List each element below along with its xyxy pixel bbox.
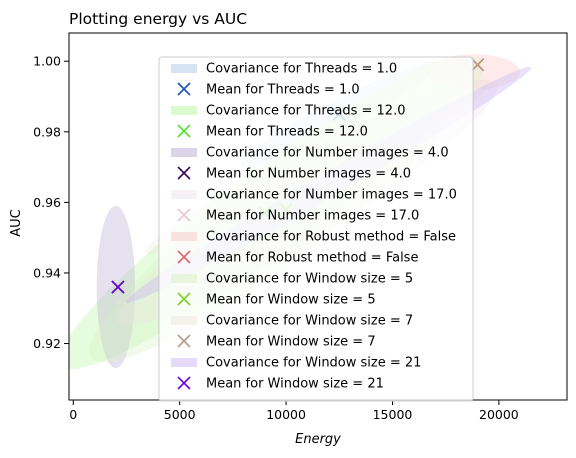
legend-handle-patch [171, 190, 197, 199]
legend: Covariance for Threads = 1.0 Mean for Thr… [158, 56, 474, 402]
mean-marker [471, 58, 485, 72]
chart-title: Plotting energy vs AUC [69, 10, 247, 28]
legend-label: Mean for Robust method = False [206, 251, 418, 266]
legend-handle-marker [177, 250, 191, 264]
x-tick-label: 10000 [266, 407, 306, 422]
legend-handle-patch [171, 106, 197, 115]
legend-label: Mean for Window size = 7 [206, 335, 376, 350]
covariance-ellipse [96, 205, 135, 369]
legend-label: Covariance for Window size = 7 [206, 314, 413, 329]
legend-label: Mean for Number images = 4.0 [206, 167, 411, 182]
legend-label: Covariance for Threads = 12.0 [206, 104, 405, 119]
y-tick-label: 0.96 [33, 195, 61, 210]
x-axis-label: Energy [295, 432, 341, 447]
y-tick-label: 0.94 [33, 265, 61, 280]
legend-label: Covariance for Window size = 21 [206, 356, 421, 371]
y-tick-label: 0.92 [33, 336, 61, 351]
legend-label: Covariance for Threads = 1.0 [206, 62, 397, 77]
y-axis-ticks: 0.92 0.94 0.96 0.98 1.00 [33, 54, 69, 351]
legend-handle-patch [171, 358, 197, 367]
legend-handle-patch [171, 316, 197, 325]
legend-handle-marker [177, 82, 191, 96]
legend-handle-patch [171, 274, 197, 283]
x-tick-label: 15000 [373, 407, 413, 422]
legend-handle-marker [177, 292, 191, 306]
legend-label: Mean for Number images = 17.0 [206, 209, 419, 224]
legend-handle-patch [171, 232, 197, 241]
legend-label: Covariance for Robust method = False [206, 230, 456, 245]
legend-handle-marker [177, 208, 191, 222]
legend-box [158, 56, 474, 402]
x-tick-label: 20000 [479, 407, 519, 422]
x-tick-label: 0 [69, 407, 77, 422]
x-tick-label: 5000 [164, 407, 196, 422]
legend-handle-marker [177, 166, 191, 180]
x-axis-ticks: 0 5000 10000 15000 20000 [69, 400, 519, 422]
legend-handle-patch [171, 148, 197, 157]
y-tick-label: 0.98 [33, 124, 61, 139]
legend-handle-patch [171, 64, 197, 73]
legend-label: Mean for Threads = 1.0 [206, 83, 360, 98]
mean-marker [111, 280, 125, 294]
legend-label: Mean for Window size = 5 [206, 293, 376, 308]
legend-handle-marker [177, 334, 191, 348]
legend-label: Covariance for Number images = 17.0 [206, 188, 457, 203]
y-tick-label: 1.00 [33, 54, 61, 69]
legend-handle-marker [177, 124, 191, 138]
y-axis-label: AUC [9, 209, 24, 237]
legend-handle-marker [177, 376, 191, 390]
legend-label: Covariance for Window size = 5 [206, 272, 413, 287]
legend-label: Covariance for Number images = 4.0 [206, 146, 449, 161]
legend-label: Mean for Threads = 12.0 [206, 125, 368, 140]
legend-label: Mean for Window size = 21 [206, 377, 384, 392]
